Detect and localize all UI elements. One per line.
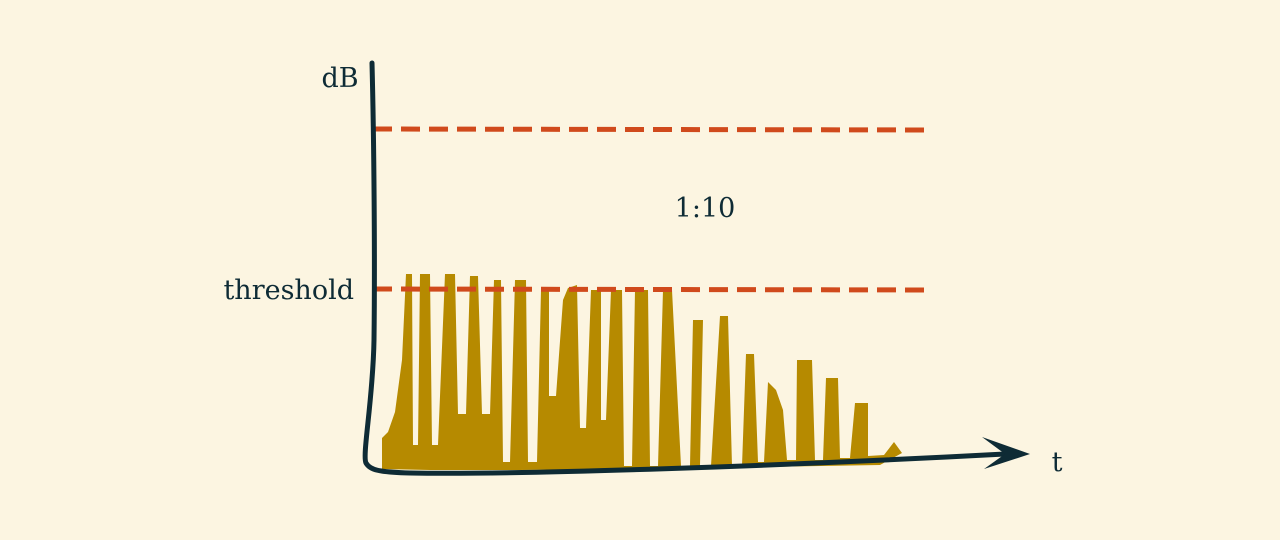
ratio-label: 1:10 [675,193,736,224]
signal-base-fill [382,274,902,470]
threshold-line [372,286,933,293]
x-axis-arrow-head [982,437,1030,469]
x-axis-label: t [1052,447,1063,478]
ceiling-line [372,126,933,133]
signal-waveform [382,274,902,470]
y-axis [362,60,1008,476]
y-axis-label: dB [321,63,358,94]
threshold-label: threshold [223,275,354,306]
